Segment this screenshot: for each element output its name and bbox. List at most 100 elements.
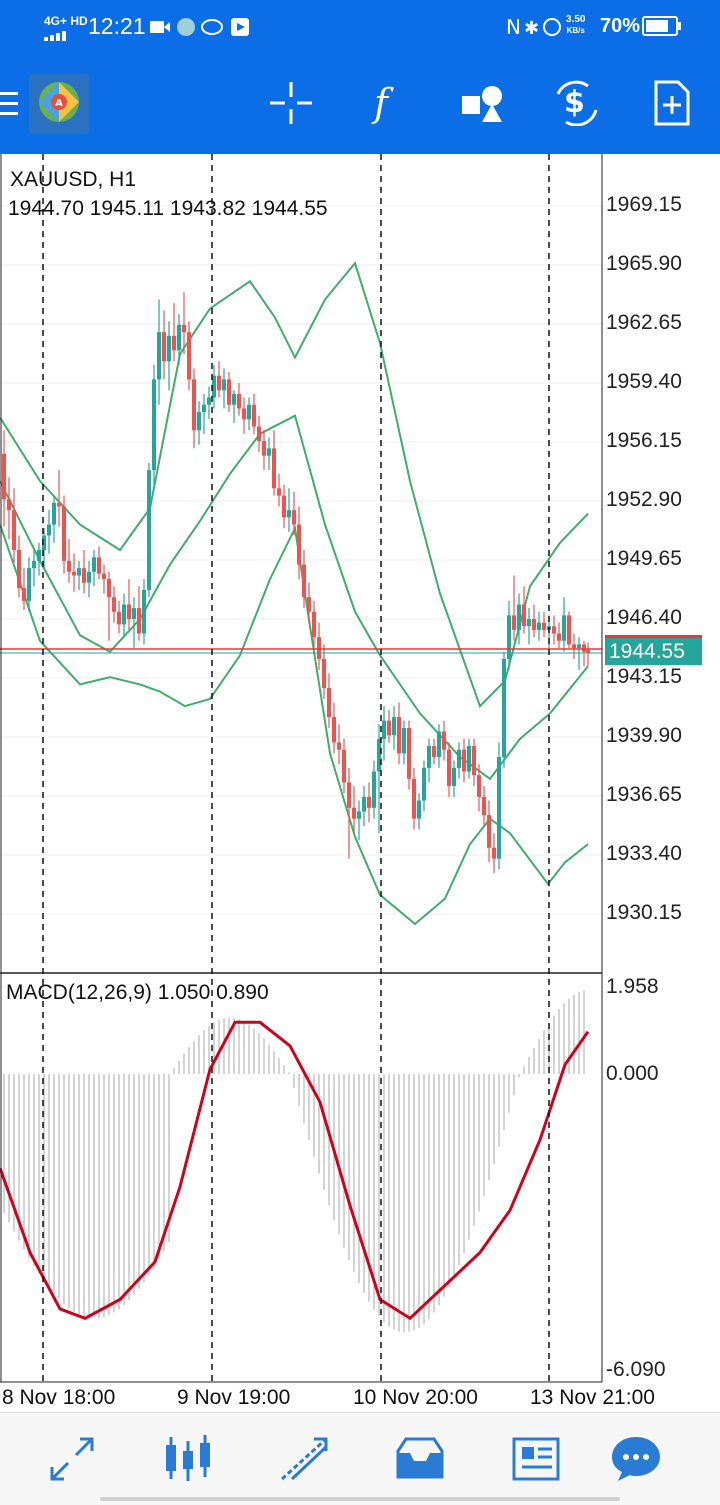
candle-body <box>392 717 396 736</box>
time-label: 8 Nov 18:00 <box>2 1386 116 1409</box>
candle-body <box>302 564 306 598</box>
candle-body <box>257 426 261 442</box>
price-tick-label: 1969.15 <box>606 193 682 216</box>
candle-body <box>437 731 441 757</box>
candle-body <box>152 379 156 471</box>
candle-body <box>192 379 196 431</box>
candle-body <box>52 502 56 525</box>
time-label: 13 Nov 21:00 <box>530 1386 655 1409</box>
price-tick-label: 1956.15 <box>606 429 682 452</box>
indicators-icon[interactable]: f <box>370 80 402 131</box>
candle-body <box>422 767 426 801</box>
price-tick-label: 1933.40 <box>606 842 682 865</box>
candle-body <box>487 815 491 848</box>
price-tick-label: 1939.90 <box>606 724 682 747</box>
candle-body <box>372 771 376 808</box>
candle-body <box>492 847 496 859</box>
gesture-bar <box>100 1497 620 1501</box>
candle-body <box>27 568 31 601</box>
net-speed: 3.50 KB/s <box>566 14 585 36</box>
candle-body <box>577 644 581 649</box>
news-icon[interactable] <box>508 1431 568 1487</box>
quotes-icon[interactable] <box>44 1431 104 1487</box>
candle-body <box>397 717 401 754</box>
history-icon[interactable] <box>392 1431 452 1487</box>
candle-body <box>222 379 226 391</box>
trade-icon[interactable] <box>276 1431 336 1487</box>
candle-body <box>272 448 276 489</box>
candle-body <box>62 506 66 561</box>
time-label: 10 Nov 20:00 <box>353 1386 478 1409</box>
candle-body <box>407 727 411 779</box>
candle-body <box>247 404 251 420</box>
crosshair-icon[interactable] <box>270 82 312 129</box>
candle-body <box>117 611 121 625</box>
candle-body <box>317 637 321 659</box>
net-speed-unit: KB/s <box>566 26 585 35</box>
candle-body <box>142 589 146 634</box>
candle-body <box>232 393 236 405</box>
svg-text:✱: ✱ <box>524 18 539 39</box>
candle-body <box>102 573 106 580</box>
candle-body <box>167 335 171 362</box>
candle-body <box>82 568 86 583</box>
candle-body <box>97 557 101 574</box>
svg-text:f: f <box>371 81 394 125</box>
signal-icon <box>44 28 74 41</box>
candle-body <box>502 658 506 757</box>
candle-body <box>312 611 316 638</box>
candle-body <box>242 408 246 420</box>
candle-body <box>337 742 341 750</box>
candle-body <box>287 510 291 518</box>
candle-body <box>507 615 511 659</box>
candle-body <box>277 488 281 496</box>
candle-body <box>182 324 186 333</box>
candle-body <box>202 404 206 413</box>
candle-body <box>132 608 136 619</box>
svg-text:$: $ <box>564 85 585 120</box>
bottom-navigation <box>0 1412 720 1505</box>
candle-body <box>352 807 356 819</box>
candle-body <box>47 524 51 536</box>
candle-body <box>37 550 41 561</box>
candle-body <box>467 746 471 772</box>
current-price-value: 1944.55 <box>609 640 685 663</box>
candle-body <box>137 608 141 634</box>
nfc-bt-alarm-icons: N ✱ <box>506 14 564 45</box>
candle-body <box>442 731 446 750</box>
price-tick-label: 1959.40 <box>606 370 682 393</box>
candle-body <box>217 375 221 391</box>
candle-body <box>12 510 16 551</box>
candle-body <box>147 470 151 590</box>
candle-body <box>262 441 266 456</box>
candle-body <box>427 746 431 768</box>
time-label: 9 Nov 19:00 <box>177 1386 291 1409</box>
new-order-icon[interactable] <box>654 80 690 131</box>
symbols-icon[interactable]: $ <box>554 80 600 131</box>
candle-body <box>537 622 541 630</box>
symbol-label: XAUUSD, H1 <box>10 168 137 191</box>
svg-text:A: A <box>55 98 63 109</box>
menu-icon[interactable] <box>0 90 20 123</box>
candle-body <box>207 397 211 405</box>
candle-body <box>567 615 571 645</box>
candle-body <box>462 749 466 772</box>
candle-body <box>177 324 181 351</box>
candle-body <box>282 495 286 518</box>
objects-icon[interactable] <box>462 82 504 129</box>
candle-body <box>367 796 371 808</box>
messages-icon[interactable] <box>608 1431 668 1487</box>
candle-body <box>72 571 76 576</box>
candle-body <box>17 550 21 589</box>
candle-body <box>157 332 161 380</box>
chart-icon[interactable] <box>160 1431 220 1487</box>
candle-body <box>447 749 451 787</box>
price-chart[interactable] <box>0 154 720 1412</box>
candle-body <box>2 453 6 500</box>
ohlc-values: 1944.70 1945.11 1943.82 1944.55 <box>8 197 328 220</box>
chart-area[interactable]: XAUUSD, H1 1944.70 1945.11 1943.82 1944.… <box>0 154 720 1412</box>
network-indicator: 4G+ HD <box>44 14 88 28</box>
candle-body <box>267 448 271 456</box>
candle-body <box>527 619 531 627</box>
candle-body <box>112 597 116 612</box>
